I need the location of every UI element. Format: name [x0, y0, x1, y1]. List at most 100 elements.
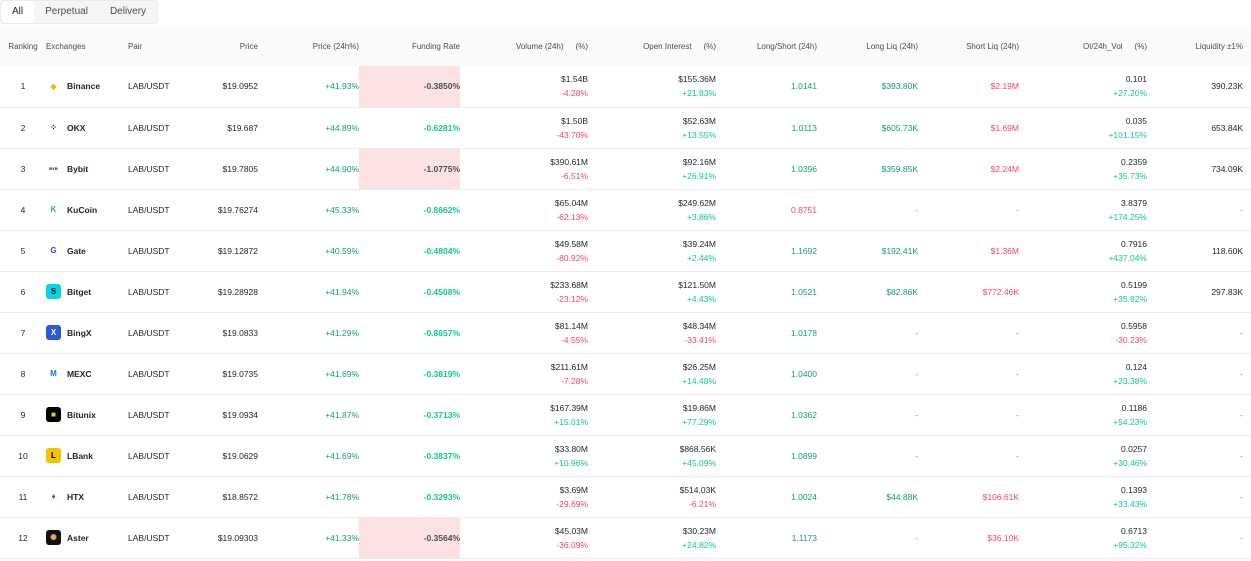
price-change-cell: +41.33% [325, 532, 359, 543]
price-cell: $19.687 [227, 122, 258, 133]
market-type-tabs: All Perpetual Delivery [0, 0, 1251, 24]
table-row[interactable]: 4 K KuCoin LAB/USDT $19.76274 +45.33% -0.8662%… [0, 189, 1251, 230]
ranking-cell: 9 [20, 409, 26, 420]
header-exchanges[interactable]: Exchanges [46, 42, 86, 51]
oi-change: -6.21% [689, 498, 716, 509]
kucoin-icon: K [46, 202, 61, 217]
price-cell: $19.0629 [222, 450, 258, 461]
oi-vol-cell: 0.7916 +437.04% [1019, 230, 1147, 271]
ranking-cell: 6 [20, 286, 26, 297]
oi-value: $39.24M [682, 238, 716, 249]
price-cell: $19.76274 [217, 204, 258, 215]
table-row[interactable]: 2 ⁘ OKX LAB/USDT $19.687 +44.89% -0.6281% $1.50… [0, 107, 1251, 148]
oi-vol-cell: 3.8379 +174.25% [1019, 189, 1147, 230]
exchange-cell[interactable]: K KuCoin [46, 189, 128, 230]
header-short-liq[interactable]: Short Liq (24h) [966, 42, 1019, 51]
open-interest-cell: $26.25M +14.48% [588, 353, 716, 394]
oi-change: +2.44% [686, 252, 716, 263]
header-funding-rate[interactable]: Funding Rate [411, 42, 460, 51]
oi-vol-change: +23.38% [1113, 375, 1147, 386]
exchange-cell[interactable]: L LBank [46, 435, 128, 476]
pair-cell: LAB/USDT [128, 204, 170, 215]
volume-value: $390.61M [550, 156, 588, 167]
table-row[interactable]: 12 ✺ Aster LAB/USDT $19.09303 +41.33% -0.3564%… [0, 517, 1251, 558]
volume-change: -43.70% [556, 129, 588, 140]
pair-cell: LAB/USDT [128, 327, 170, 338]
long-short-cell: 1.0024 [791, 491, 817, 502]
long-liq-cell: $44.88K [886, 491, 918, 502]
exchange-name: Bybit [67, 163, 89, 174]
funding-rate-cell: -0.8662% [423, 204, 460, 215]
price-change-cell: +44.89% [325, 122, 359, 133]
header-long-liq[interactable]: Long Liq (24h) [866, 42, 918, 51]
exchange-cell[interactable]: ◆ Binance [46, 66, 128, 107]
volume-change: -62.13% [556, 211, 588, 222]
oi-vol-cell: 0.124 +23.38% [1019, 353, 1147, 394]
funding-rate-cell: -0.3713% [423, 409, 460, 420]
exchange-cell[interactable]: BYB Bybit [46, 148, 128, 189]
mexc-icon: M [46, 366, 61, 381]
exchange-cell[interactable]: ⁘ OKX [46, 107, 128, 148]
exchange-cell[interactable]: M MEXC [46, 353, 128, 394]
oi-value: $249.62M [678, 197, 716, 208]
header-open-interest[interactable]: Open Interest (%) [588, 27, 716, 66]
exchange-cell[interactable]: ♦ HTX [46, 476, 128, 517]
price-change-cell: +41.87% [325, 409, 359, 420]
header-price-change[interactable]: Price (24h%) [312, 42, 359, 51]
table-body: 1 ◆ Binance LAB/USDT $19.0952 +41.93% -0.3850%… [0, 66, 1251, 558]
table-row[interactable]: 5 G Gate LAB/USDT $19.12872 +40.59% -0.4804% $4… [0, 230, 1251, 271]
table-row[interactable]: 1 ◆ Binance LAB/USDT $19.0952 +41.93% -0.3850%… [0, 66, 1251, 107]
funding-rate-cell: -0.6281% [423, 122, 460, 133]
short-liq-cell: - [1016, 368, 1019, 379]
tab-all[interactable]: All [1, 1, 35, 23]
header-long-short[interactable]: Long/Short (24h) [756, 42, 817, 51]
exchange-name: BingX [67, 327, 92, 338]
volume-value: $233.68M [550, 279, 588, 290]
open-interest-cell: $155.36M +21.83% [588, 66, 716, 107]
oi-vol-cell: 0.5958 -30.23% [1019, 312, 1147, 353]
exchange-cell[interactable]: ✺ Aster [46, 517, 128, 558]
open-interest-cell: $52.63M +13.55% [588, 107, 716, 148]
volume-change: -29.69% [556, 498, 588, 509]
exchange-name: Gate [67, 245, 86, 256]
funding-rate-cell: -0.4508% [423, 286, 460, 297]
table-row[interactable]: 6 S Bitget LAB/USDT $19.28928 +41.94% -0.4508%… [0, 271, 1251, 312]
htx-icon: ♦ [46, 489, 61, 504]
table-row[interactable]: 11 ♦ HTX LAB/USDT $18.8572 +41.78% -0.3293% $3.… [0, 476, 1251, 517]
short-liq-cell: $2.19M [990, 81, 1019, 92]
table-row[interactable]: 10 L LBank LAB/USDT $19.0629 +41.69% -0.3837% $… [0, 435, 1251, 476]
long-liq-cell: - [915, 327, 918, 338]
header-oi-vol[interactable]: OI/24h_Vol (%) [1019, 27, 1147, 66]
header-liquidity[interactable]: Liquidity ±1% [1195, 42, 1243, 51]
header-price[interactable]: Price [239, 42, 258, 51]
exchange-cell[interactable]: ■ Bitunix [46, 394, 128, 435]
tabs-container: All Perpetual Delivery [0, 0, 159, 24]
table-row[interactable]: 8 M MEXC LAB/USDT $19.0735 +41.69% -0.3819% $21… [0, 353, 1251, 394]
volume-value: $167.39M [550, 402, 588, 413]
volume-change: -36.09% [556, 539, 588, 550]
oi-value: $514.03K [679, 484, 716, 495]
ranking-cell: 2 [20, 122, 26, 133]
exchange-name: MEXC [67, 368, 92, 379]
long-short-cell: 1.0178 [791, 327, 817, 338]
header-pair[interactable]: Pair [128, 42, 143, 51]
exchange-cell[interactable]: X BingX [46, 312, 128, 353]
short-liq-cell: $36.10K [987, 532, 1019, 543]
oi-value: $155.36M [678, 74, 716, 85]
header-ranking[interactable]: Ranking [8, 42, 38, 51]
oi-vol-value: 0.0257 [1121, 443, 1147, 454]
exchange-cell[interactable]: G Gate [46, 230, 128, 271]
oi-vol-change: +35.82% [1113, 293, 1147, 304]
header-volume[interactable]: Volume (24h) (%) [460, 27, 588, 66]
table-row[interactable]: 9 ■ Bitunix LAB/USDT $19.0934 +41.87% -0.3713%… [0, 394, 1251, 435]
ranking-cell: 3 [20, 163, 26, 174]
oi-value: $52.63M [682, 115, 716, 126]
table-row[interactable]: 7 X BingX LAB/USDT $19.0833 +41.29% -0.8657% $8… [0, 312, 1251, 353]
tab-perpetual[interactable]: Perpetual [45, 6, 88, 17]
tab-delivery[interactable]: Delivery [109, 6, 147, 17]
exchange-cell[interactable]: S Bitget [46, 271, 128, 312]
long-short-cell: 1.0396 [791, 163, 817, 174]
table-row[interactable]: 3 BYB Bybit LAB/USDT $19.7805 +44.90% -1.0775%… [0, 148, 1251, 189]
pair-cell: LAB/USDT [128, 491, 170, 502]
oi-change: -33.41% [684, 334, 716, 345]
